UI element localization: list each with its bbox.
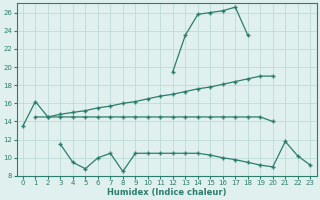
X-axis label: Humidex (Indice chaleur): Humidex (Indice chaleur) [107, 188, 226, 197]
